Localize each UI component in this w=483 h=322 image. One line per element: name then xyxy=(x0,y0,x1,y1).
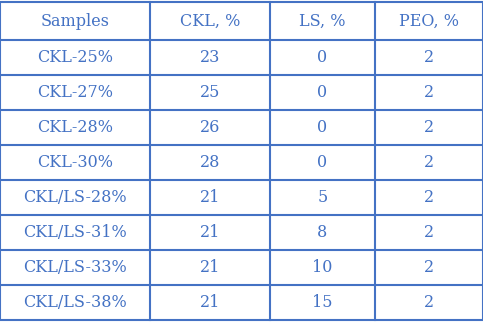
Text: LS, %: LS, % xyxy=(299,13,346,30)
Text: CKL/LS-38%: CKL/LS-38% xyxy=(23,294,127,311)
Text: 23: 23 xyxy=(200,49,220,66)
Text: 2: 2 xyxy=(424,294,434,311)
Text: 2: 2 xyxy=(424,259,434,276)
Text: 2: 2 xyxy=(424,154,434,171)
Text: 8: 8 xyxy=(317,224,327,241)
Text: 21: 21 xyxy=(200,224,220,241)
Text: CKL-27%: CKL-27% xyxy=(37,84,113,101)
Text: 28: 28 xyxy=(200,154,220,171)
Text: 0: 0 xyxy=(317,119,327,136)
Text: 0: 0 xyxy=(317,49,327,66)
Text: 2: 2 xyxy=(424,49,434,66)
Text: CKL-28%: CKL-28% xyxy=(37,119,113,136)
Text: 2: 2 xyxy=(424,224,434,241)
Text: CKL/LS-28%: CKL/LS-28% xyxy=(23,189,127,206)
Text: 2: 2 xyxy=(424,119,434,136)
Text: CKL/LS-31%: CKL/LS-31% xyxy=(23,224,127,241)
Text: PEO, %: PEO, % xyxy=(399,13,459,30)
Text: 2: 2 xyxy=(424,189,434,206)
Text: 0: 0 xyxy=(317,154,327,171)
Text: 2: 2 xyxy=(424,84,434,101)
Text: Samples: Samples xyxy=(41,13,110,30)
Text: 26: 26 xyxy=(200,119,220,136)
Text: CKL-25%: CKL-25% xyxy=(37,49,113,66)
Text: 21: 21 xyxy=(200,294,220,311)
Text: 15: 15 xyxy=(312,294,333,311)
Text: CKL-30%: CKL-30% xyxy=(37,154,113,171)
Text: 21: 21 xyxy=(200,189,220,206)
Text: 25: 25 xyxy=(200,84,220,101)
Text: 10: 10 xyxy=(313,259,333,276)
Text: CKL, %: CKL, % xyxy=(180,13,240,30)
Text: CKL/LS-33%: CKL/LS-33% xyxy=(23,259,127,276)
Text: 21: 21 xyxy=(200,259,220,276)
Text: 0: 0 xyxy=(317,84,327,101)
Text: 5: 5 xyxy=(317,189,327,206)
